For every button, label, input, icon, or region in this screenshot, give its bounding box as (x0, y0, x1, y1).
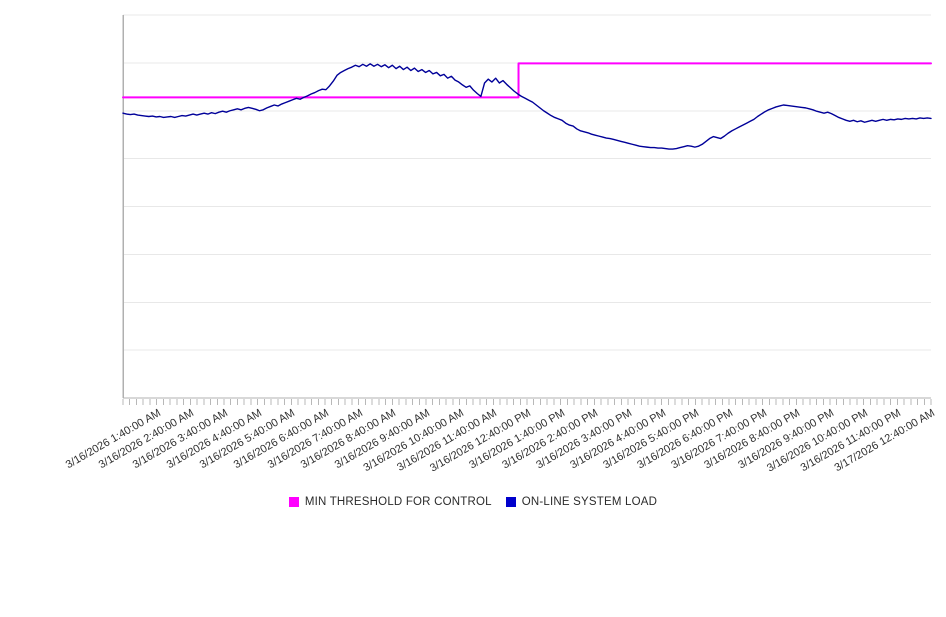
legend-label-min-threshold: MIN THRESHOLD FOR CONTROL (304, 496, 492, 508)
axis-lines (122, 15, 931, 399)
legend-entry-min-threshold[interactable]: MIN THRESHOLD FOR CONTROL (288, 496, 492, 508)
x-axis-tick-marks (122, 399, 932, 405)
legend-swatch-blue-icon (505, 497, 516, 507)
chart-legend: MIN THRESHOLD FOR CONTROL ON-LINE SYSTEM… (0, 496, 946, 508)
chart-container: 3/16/2026 1:40:00 AM 3/16/2026 2:40:00 AM… (0, 14, 946, 508)
gridlines (123, 14, 931, 399)
legend-entry-online-system-load[interactable]: ON-LINE SYSTEM LOAD (505, 496, 658, 508)
chart-plot-area (122, 14, 932, 405)
legend-swatch-magenta-icon (288, 497, 299, 507)
series-line-min-threshold (122, 62, 932, 99)
data-series-lines (122, 62, 932, 150)
series-line-online-system-load (122, 63, 932, 150)
legend-label-online-system-load: ON-LINE SYSTEM LOAD (521, 496, 658, 508)
